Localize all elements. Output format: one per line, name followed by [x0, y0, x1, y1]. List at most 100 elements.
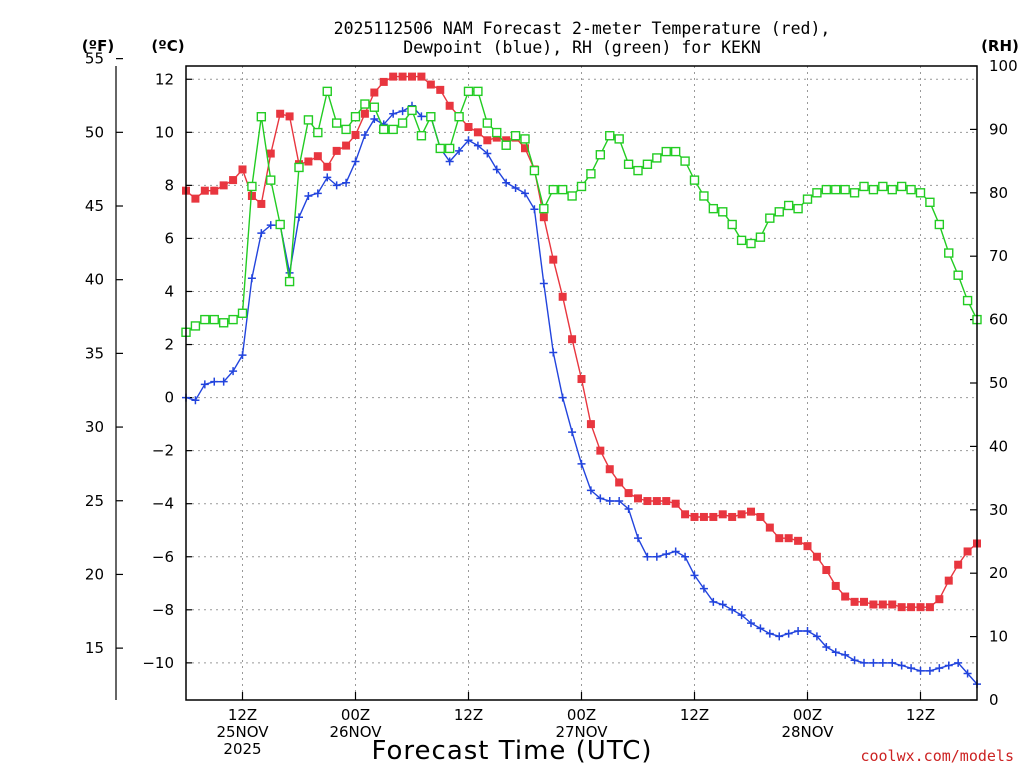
rh-point — [539, 203, 549, 214]
rh-point — [369, 102, 380, 112]
rh-point — [765, 213, 775, 223]
rh-tick-label: 50 — [989, 374, 1008, 392]
rh-point — [849, 188, 860, 198]
temperature-point — [944, 576, 953, 585]
temperature-point — [775, 534, 784, 543]
rh-point — [303, 115, 314, 125]
rh-point — [670, 146, 681, 157]
rh-point — [341, 124, 351, 135]
dewpoint-point — [200, 380, 209, 389]
dewpoint-point — [360, 130, 369, 139]
dewpoint-point — [822, 642, 831, 651]
temperature-point — [285, 112, 294, 121]
rh-point — [605, 131, 615, 141]
rh-point — [350, 112, 361, 122]
temperature-point — [690, 512, 699, 521]
dewpoint-point — [888, 658, 897, 667]
gridlines — [186, 66, 977, 700]
temperature-point — [624, 489, 633, 498]
x-tick-label: 27NOV — [555, 723, 608, 741]
temperature-point — [634, 494, 642, 503]
fahrenheit-tick-label: 55 — [85, 50, 104, 68]
temperature-point — [370, 88, 379, 97]
rh-point — [529, 165, 540, 176]
rh-point — [774, 207, 784, 217]
temperature-point — [718, 510, 727, 519]
rh-point — [190, 321, 201, 331]
temperature-point — [596, 446, 605, 455]
temperature-point — [803, 542, 812, 551]
rh-point — [906, 184, 916, 195]
series-layer — [181, 72, 982, 689]
temperature-point — [878, 600, 887, 609]
rh-point — [492, 127, 502, 138]
dewpoint-point — [191, 396, 200, 405]
dewpoint-point — [812, 632, 821, 641]
rh-tick-label: 100 — [989, 57, 1018, 75]
dewpoint-point — [756, 624, 765, 633]
dewpoint-point — [266, 221, 275, 230]
dewpoint-point — [313, 189, 322, 198]
x-tick-label: 00Z — [793, 706, 822, 724]
temperature-point — [888, 600, 897, 609]
dewpoint-point — [549, 348, 558, 357]
dewpoint-point — [897, 661, 906, 670]
celsius-tick-label: −10 — [142, 654, 174, 672]
temperature-point — [200, 186, 209, 195]
dewpoint-point — [925, 666, 934, 675]
temperature-point — [925, 603, 934, 612]
dewpoint-point — [492, 165, 501, 174]
temperature-point — [954, 560, 963, 569]
dewpoint-point — [558, 393, 567, 402]
rh-point — [586, 169, 596, 179]
x-axis-title: Forecast Time (UTC) — [371, 736, 652, 766]
temperature-point — [266, 149, 275, 158]
rh-point — [275, 219, 285, 230]
dewpoint-point — [718, 600, 727, 609]
rh-point — [680, 156, 690, 166]
dewpoint-point — [417, 112, 426, 121]
temperature-point — [963, 547, 972, 556]
celsius-tick-label: 10 — [155, 123, 174, 141]
temperature-point — [521, 144, 529, 153]
dewpoint-point — [681, 552, 690, 561]
dewpoint-point — [860, 658, 868, 667]
rh-point — [228, 314, 238, 325]
dewpoint-point — [963, 669, 972, 678]
dewpoint-point — [699, 584, 708, 593]
dewpoint-point — [737, 611, 746, 620]
temperature-point — [210, 186, 219, 195]
temperature-point — [652, 497, 661, 506]
celsius-tick-label: 12 — [155, 70, 174, 88]
dewpoint-point — [747, 619, 755, 628]
dewpoint-point — [954, 658, 963, 667]
temperature-point — [568, 335, 577, 344]
watermark: coolwx.com/models — [860, 747, 1014, 765]
temperature-point — [699, 512, 708, 521]
temperature-point — [728, 512, 737, 521]
dewpoint-point — [671, 547, 680, 556]
rh-point — [426, 112, 436, 122]
dewpoint-point — [596, 494, 605, 503]
rh-tick-label: 60 — [989, 311, 1008, 329]
rh-point — [256, 112, 267, 122]
dewpoint-point — [765, 629, 774, 638]
rh-point — [699, 191, 709, 201]
rh-point — [652, 153, 662, 163]
temperature-point — [492, 133, 501, 142]
temperature-point — [464, 123, 473, 132]
rh-point — [944, 248, 954, 258]
dewpoint-point — [652, 552, 661, 561]
rh-point — [567, 191, 577, 201]
dewpoint-point — [295, 213, 303, 222]
temperature-point — [323, 162, 332, 171]
rh-point — [510, 131, 521, 141]
temperature-point — [426, 80, 435, 89]
dewpoint-point — [775, 632, 784, 641]
dewpoint-point — [662, 550, 671, 559]
dewpoint-point — [916, 666, 925, 675]
rh-point — [831, 184, 841, 195]
rh-point — [859, 181, 869, 192]
x-tick-label: 00Z — [341, 706, 370, 724]
